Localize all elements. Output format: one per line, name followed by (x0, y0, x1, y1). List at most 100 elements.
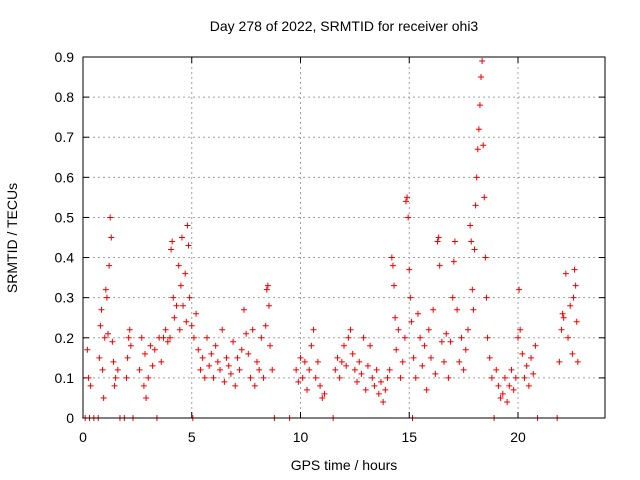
data-point (572, 282, 579, 289)
data-point (183, 318, 190, 325)
data-point (479, 58, 486, 65)
data-points (82, 58, 581, 421)
data-point (574, 358, 581, 365)
data-point (293, 366, 300, 373)
data-point (454, 306, 461, 313)
data-point (105, 330, 112, 337)
data-point (98, 306, 105, 313)
data-point (495, 382, 502, 389)
y-tick-label: 0.6 (55, 169, 75, 185)
data-point (101, 334, 108, 341)
data-point (97, 322, 104, 329)
data-point (458, 334, 465, 341)
data-point (472, 202, 479, 209)
x-tick-label: 0 (79, 429, 87, 445)
data-point (299, 374, 306, 381)
data-point (254, 358, 260, 365)
data-point (338, 358, 345, 365)
data-point (169, 238, 176, 245)
data-point (111, 382, 118, 389)
data-point (395, 326, 402, 333)
data-point (225, 362, 232, 369)
data-point (149, 362, 156, 369)
data-point (351, 366, 358, 373)
data-point (197, 366, 204, 373)
data-point (412, 374, 419, 381)
data-point (356, 358, 363, 365)
data-point (167, 334, 173, 341)
data-point (314, 358, 321, 365)
data-point (247, 374, 254, 381)
data-point (238, 346, 245, 353)
data-point (517, 326, 524, 333)
data-point (151, 346, 158, 353)
data-point (336, 374, 343, 381)
data-point (206, 362, 213, 369)
data-point (264, 282, 271, 289)
data-point (515, 334, 521, 341)
data-point (160, 334, 167, 341)
y-tick-label: 0 (66, 410, 74, 426)
data-point (103, 294, 110, 301)
data-point (408, 318, 415, 325)
data-point (565, 334, 572, 341)
data-point (430, 306, 437, 313)
data-point (102, 286, 109, 293)
x-tick-label: 10 (293, 429, 309, 445)
data-point (341, 342, 347, 349)
data-point (158, 358, 165, 365)
data-point (358, 370, 365, 377)
data-point (573, 318, 580, 325)
data-point (484, 334, 491, 341)
data-point (371, 382, 378, 389)
data-point (414, 310, 421, 317)
data-point (445, 374, 452, 381)
data-point (369, 374, 376, 381)
data-point (399, 358, 406, 365)
data-point (126, 326, 133, 333)
data-point (449, 294, 456, 301)
data-point (199, 354, 206, 361)
data-point (334, 354, 341, 361)
data-point (123, 374, 130, 381)
data-point (201, 374, 208, 381)
data-point (417, 334, 424, 341)
data-point (96, 354, 103, 361)
data-point (138, 334, 145, 341)
data-point (349, 350, 356, 357)
data-point (504, 398, 511, 405)
data-point (560, 314, 567, 321)
data-point (147, 342, 154, 349)
data-point (482, 254, 489, 261)
data-point (362, 386, 369, 393)
data-point (141, 350, 148, 357)
data-point (217, 366, 224, 373)
data-point (428, 354, 434, 361)
data-point (521, 374, 528, 381)
data-point (567, 302, 574, 309)
data-point (258, 334, 265, 341)
data-point (483, 294, 490, 301)
data-point (530, 370, 537, 377)
data-point (392, 314, 399, 321)
data-point (175, 262, 182, 269)
data-point (168, 246, 175, 253)
data-point (107, 214, 114, 221)
data-point (230, 338, 237, 345)
data-point (569, 350, 576, 357)
data-point (384, 374, 391, 381)
data-point (393, 346, 400, 353)
data-point (562, 270, 569, 277)
data-point (397, 374, 404, 381)
data-point (212, 342, 219, 349)
data-point (436, 262, 443, 269)
data-point (234, 354, 241, 361)
data-point (227, 370, 234, 377)
chart-title: Day 278 of 2022, SRMTID for receiver ohi… (210, 18, 479, 34)
data-point (480, 142, 487, 149)
data-point (510, 386, 517, 393)
data-point (332, 366, 339, 373)
data-point (402, 198, 409, 205)
data-point (382, 386, 389, 393)
data-point (364, 362, 371, 369)
